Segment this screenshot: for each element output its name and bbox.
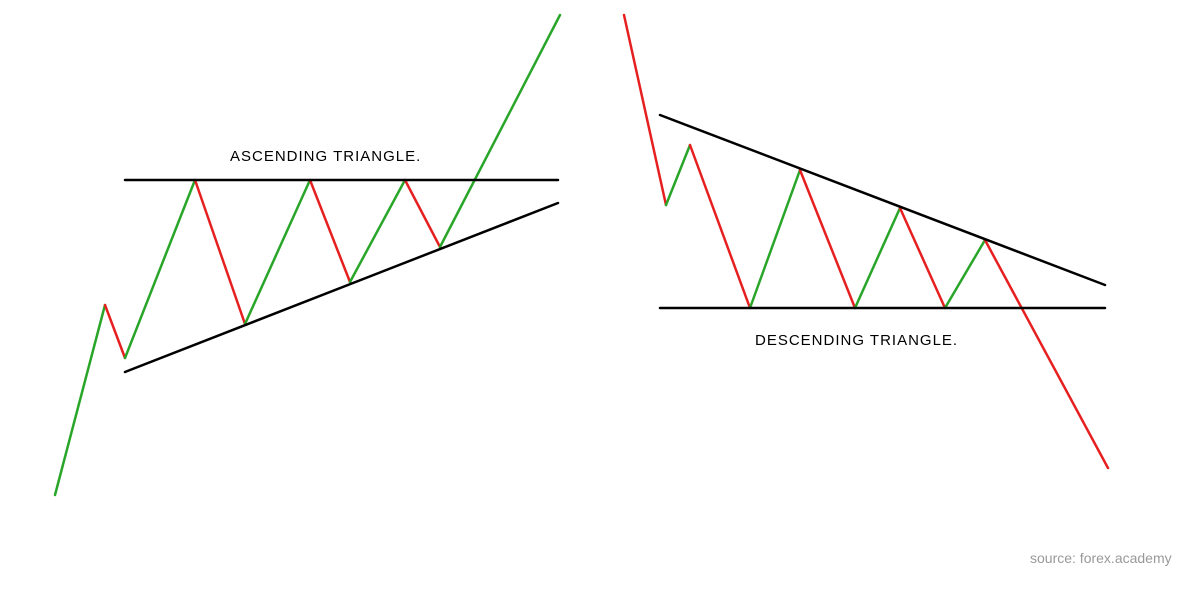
descending-triangle-label: DESCENDING TRIANGLE. [755,332,958,349]
ascending-triangle-label: ASCENDING TRIANGLE. [230,148,421,165]
source-attribution: source: forex.academy [1030,550,1172,566]
triangle-patterns-svg [0,0,1200,593]
